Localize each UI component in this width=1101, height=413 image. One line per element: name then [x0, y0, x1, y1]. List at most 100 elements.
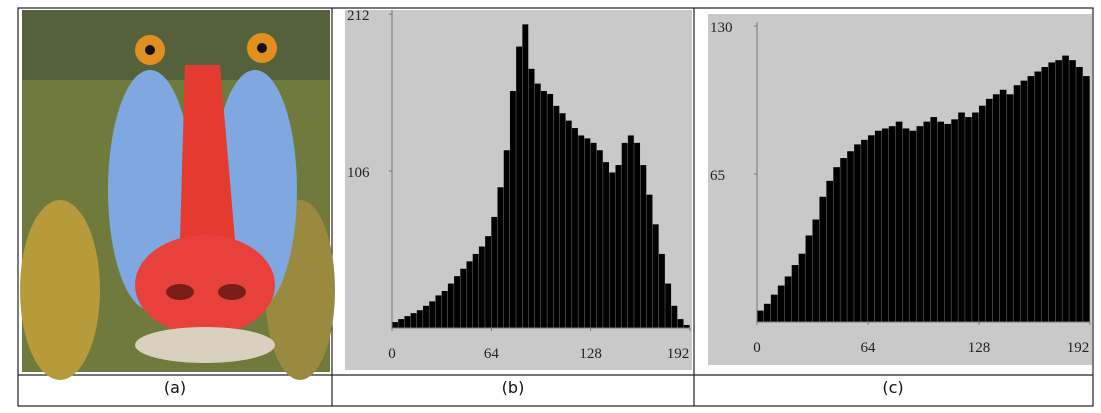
histogram-bar — [454, 276, 460, 328]
histogram-bar — [868, 135, 875, 322]
histogram-bar — [435, 295, 442, 328]
caption: (b) — [502, 378, 525, 397]
x-tick-label: 128 — [579, 346, 602, 362]
histogram-bar — [916, 126, 924, 322]
histogram-bar — [658, 253, 665, 328]
histogram-bar — [423, 305, 429, 328]
x-tick-label: 64 — [861, 340, 877, 356]
x-tick-label: 64 — [484, 346, 500, 362]
histogram-bar — [677, 319, 684, 328]
histogram-bar — [627, 135, 634, 328]
histogram-bar — [965, 117, 972, 322]
caption: (c) — [882, 378, 903, 397]
histogram-bar — [902, 128, 910, 322]
histogram-bar — [972, 112, 979, 323]
histogram-bar — [951, 119, 958, 322]
histogram-bar — [528, 68, 535, 329]
histogram-bar — [1041, 66, 1049, 322]
histogram-bar — [805, 235, 813, 322]
histogram-bar — [491, 216, 498, 328]
histogram-bar — [1013, 85, 1021, 322]
histogram-bar — [615, 165, 622, 328]
histogram-bar — [584, 138, 591, 328]
x-tick-label: 0 — [388, 346, 396, 362]
histogram-bar — [1020, 80, 1028, 323]
histogram-bar — [596, 150, 603, 328]
histogram-bar — [985, 98, 993, 322]
histogram-bar — [854, 144, 861, 322]
y-tick-label: 212 — [347, 8, 370, 24]
histogram-bar — [888, 126, 896, 322]
histogram-bar — [497, 187, 504, 328]
histogram-bar — [522, 24, 529, 329]
histogram-bar — [874, 130, 882, 322]
histogram-bar — [466, 261, 473, 328]
histogram-bar — [784, 276, 792, 322]
table-lines — [17, 7, 1094, 407]
histogram-bar — [1076, 66, 1083, 322]
histogram-bar — [429, 301, 436, 328]
histogram-bar — [819, 196, 827, 322]
x-tick-label: 128 — [968, 340, 991, 356]
histogram-bar — [634, 142, 641, 328]
histogram-bar — [881, 128, 889, 322]
histogram-bar — [646, 194, 653, 328]
y-tick-label: 106 — [347, 165, 370, 181]
histogram-bar — [609, 172, 616, 328]
histogram-bar — [671, 305, 678, 328]
histogram-bar — [1034, 71, 1042, 323]
histogram-bar — [798, 253, 806, 322]
histogram-bar — [1055, 60, 1062, 323]
histogram-bar — [840, 158, 847, 322]
histogram-bar — [683, 325, 690, 328]
histogram-bar — [826, 180, 834, 322]
histogram-bar — [958, 112, 965, 323]
histogram-bar — [937, 121, 945, 322]
histogram-bar — [472, 253, 479, 328]
histogram-bar — [777, 285, 785, 322]
histogram-bar — [861, 139, 868, 322]
histogram-bar — [509, 91, 516, 329]
y-tick-label: 65 — [710, 168, 725, 184]
histogram-bar — [578, 135, 585, 328]
histogram-bar — [447, 283, 454, 328]
histogram-bar — [1048, 62, 1056, 322]
y-tick-label: 130 — [710, 20, 733, 36]
histogram-bar — [553, 105, 560, 328]
histogram-bar — [1083, 76, 1090, 322]
histogram-bar — [1027, 76, 1035, 322]
histogram-bar — [791, 265, 799, 322]
x-tick-label: 192 — [1067, 340, 1090, 356]
histogram-bar — [565, 120, 572, 328]
histogram-bar — [478, 246, 485, 328]
histogram-bar — [485, 236, 492, 328]
histogram-bar — [503, 150, 510, 328]
histogram-bar — [999, 89, 1007, 322]
histogram-bar — [534, 83, 541, 328]
histogram-bar — [757, 310, 764, 322]
histogram-bar — [770, 294, 778, 322]
histogram-bar — [621, 142, 628, 328]
histogram-bar — [416, 310, 423, 328]
histogram-bar — [847, 151, 854, 322]
histogram-bar — [398, 319, 405, 328]
mandrill-image — [20, 10, 335, 380]
histogram-bar — [441, 290, 448, 328]
x-tick-label: 0 — [753, 340, 761, 356]
histogram-bar — [944, 123, 951, 323]
x-tick-label: 192 — [667, 346, 690, 362]
histogram-bar — [547, 93, 554, 328]
histogram-bar — [979, 105, 986, 322]
histogram-bar — [909, 130, 917, 322]
histogram-bar — [404, 316, 411, 328]
histogram-bar — [665, 283, 672, 328]
histogram-bar — [923, 121, 931, 322]
histogram-bar — [812, 219, 820, 322]
histogram-bar — [559, 113, 566, 329]
histogram-bar — [652, 224, 659, 328]
histogram-bar — [1006, 94, 1014, 322]
histogram-bar — [392, 322, 398, 328]
histogram-bar — [1069, 60, 1076, 323]
histogram-bar — [590, 142, 597, 328]
caption: (a) — [164, 378, 186, 397]
